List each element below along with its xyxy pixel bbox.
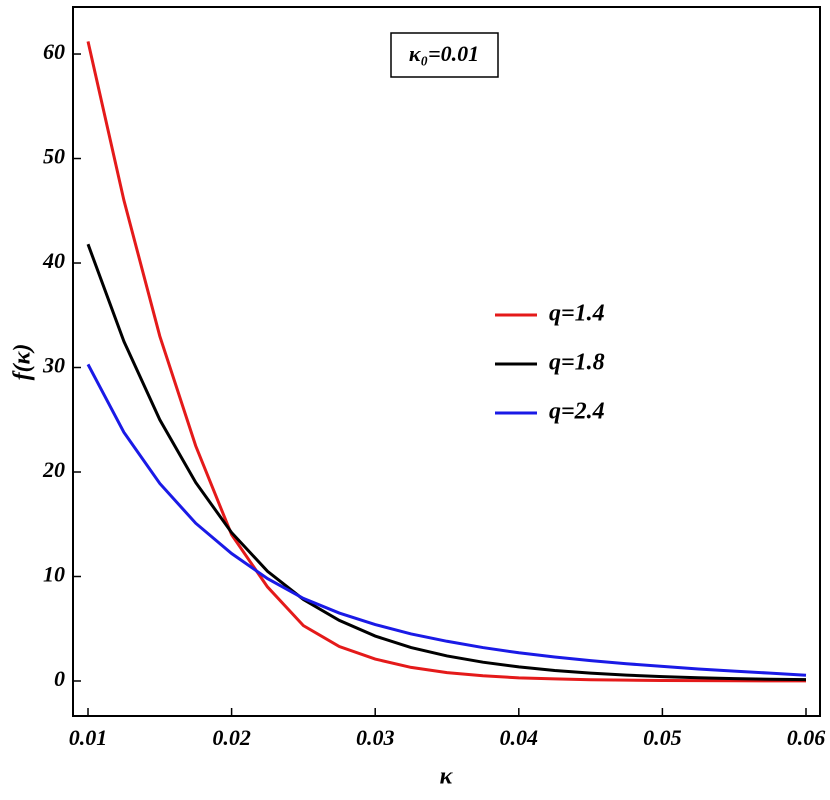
- x-tick-label: 0.05: [643, 725, 682, 750]
- y-tick-label: 0: [54, 666, 65, 691]
- x-tick-label: 0.06: [787, 725, 826, 750]
- line-series: [86, 243, 807, 682]
- line-series: [86, 41, 806, 683]
- x-tick-label: 0.02: [212, 725, 251, 750]
- x-axis-label: κ: [440, 764, 454, 790]
- plot-frame: [72, 6, 821, 717]
- y-tick-label: 50: [43, 144, 65, 169]
- y-tick-label: 10: [43, 562, 65, 587]
- legend-label: q=1.4: [549, 301, 605, 327]
- x-tick-label: 0.04: [500, 725, 539, 750]
- y-tick-label: 30: [42, 353, 65, 378]
- x-tick-label: 0.01: [69, 725, 108, 750]
- y-tick-label: 20: [42, 457, 65, 482]
- y-tick-label: 60: [43, 39, 65, 64]
- legend-label: q=1.8: [549, 350, 605, 376]
- y-tick-label: 40: [42, 248, 65, 273]
- annotation: κ₀=0.01: [409, 41, 479, 66]
- annotation-box: [390, 32, 499, 78]
- y-axis-label: f(κ): [10, 344, 36, 381]
- legend-label: q=2.4: [549, 399, 605, 425]
- x-tick-label: 0.03: [356, 725, 395, 750]
- line-series: [86, 363, 807, 677]
